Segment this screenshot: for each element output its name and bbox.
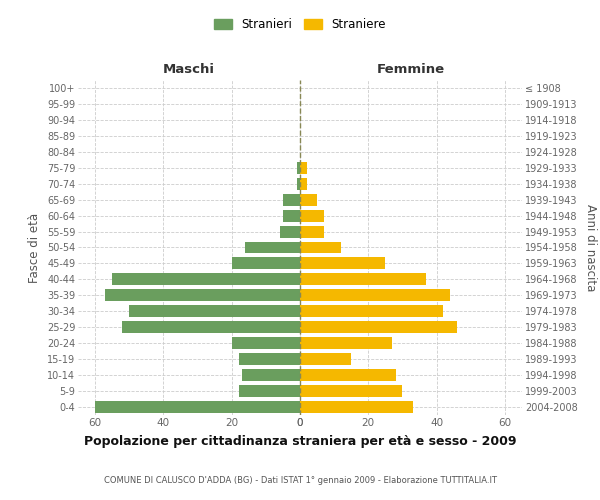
Bar — [300, 258, 385, 270]
Bar — [300, 274, 427, 285]
Bar — [95, 401, 300, 413]
Bar — [300, 322, 457, 333]
Bar — [106, 290, 300, 302]
Bar — [239, 353, 300, 365]
Title: Maschi: Maschi — [163, 63, 215, 76]
Bar — [283, 194, 300, 205]
Bar — [283, 210, 300, 222]
Bar — [300, 337, 392, 349]
Bar — [300, 401, 413, 413]
Y-axis label: Fasce di età: Fasce di età — [28, 212, 41, 282]
Y-axis label: Anni di nascita: Anni di nascita — [584, 204, 597, 291]
Bar — [300, 290, 450, 302]
Bar — [296, 178, 300, 190]
Bar — [300, 178, 307, 190]
Bar — [296, 162, 300, 173]
Bar — [232, 258, 300, 270]
Bar — [300, 210, 324, 222]
Text: Popolazione per cittadinanza straniera per età e sesso - 2009: Popolazione per cittadinanza straniera p… — [84, 434, 516, 448]
Bar — [239, 385, 300, 397]
Bar — [300, 385, 403, 397]
Bar — [245, 242, 300, 254]
Bar — [129, 306, 300, 318]
Bar — [232, 337, 300, 349]
Bar — [300, 306, 443, 318]
Legend: Stranieri, Straniere: Stranieri, Straniere — [209, 14, 391, 36]
Bar — [300, 369, 395, 381]
Bar — [300, 162, 307, 173]
Text: COMUNE DI CALUSCO D'ADDA (BG) - Dati ISTAT 1° gennaio 2009 - Elaborazione TUTTIT: COMUNE DI CALUSCO D'ADDA (BG) - Dati IST… — [104, 476, 497, 485]
Bar — [122, 322, 300, 333]
Bar — [242, 369, 300, 381]
Bar — [300, 353, 351, 365]
Bar — [112, 274, 300, 285]
Bar — [300, 226, 324, 237]
Title: Femmine: Femmine — [377, 63, 445, 76]
Bar — [300, 194, 317, 205]
Bar — [300, 242, 341, 254]
Bar — [280, 226, 300, 237]
